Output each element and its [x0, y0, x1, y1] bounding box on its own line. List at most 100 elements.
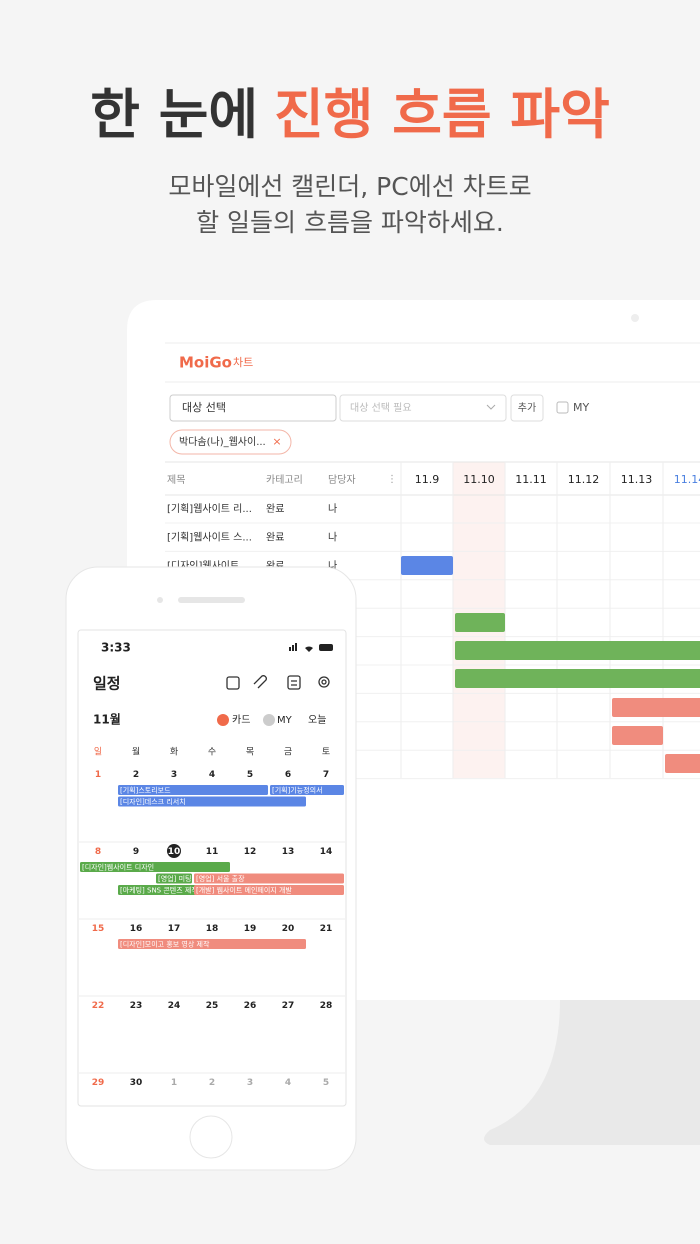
home-button[interactable] [189, 1115, 233, 1159]
weekday: 금 [284, 747, 292, 758]
day-number: 17 [168, 924, 181, 934]
target-input[interactable] [169, 394, 337, 422]
gantt-bar [455, 641, 700, 660]
table-cell: 완료 [266, 531, 284, 543]
event-label: [디자인]웹사이트 디자인 [82, 863, 154, 872]
target-dropdown[interactable] [339, 394, 507, 422]
my-checkbox[interactable] [556, 401, 569, 414]
event-bar [118, 939, 306, 949]
target-input-text: 대상 선택 [182, 401, 226, 414]
dropdown-placeholder: 대상 선택 필요 [350, 402, 412, 414]
day-number: 3 [171, 770, 177, 780]
gantt-bar [455, 613, 505, 632]
day-number: 14 [320, 847, 333, 857]
toggle-on[interactable] [217, 714, 229, 726]
column-menu: ⋮ [387, 474, 397, 485]
day-number: 16 [130, 924, 143, 934]
month: 11월 [93, 712, 121, 727]
gantt-bars [401, 556, 700, 773]
day-number: 15 [92, 924, 105, 934]
weekday: 목 [246, 747, 254, 758]
day-number: 18 [206, 924, 219, 934]
day-number: 13 [282, 847, 295, 857]
weekday: 수 [208, 747, 216, 758]
date-header: 11.13 [621, 473, 653, 486]
day-number: 29 [92, 1078, 105, 1088]
weekday: 토 [322, 748, 330, 758]
date-header: 11.12 [568, 473, 600, 486]
column-header: 제목 [167, 474, 185, 486]
day-number: 2 [209, 1078, 215, 1088]
day-number: 9 [133, 847, 139, 857]
table-cell: 완료 [266, 503, 284, 515]
event-label: [디자인]데스크 리서치 [120, 797, 186, 806]
weekday: 월 [132, 746, 140, 758]
day-number: 10 [168, 847, 181, 857]
chip-label: 박다솜(나)_웹사이... [179, 436, 266, 448]
event-bar [156, 873, 192, 884]
event-bar [194, 873, 344, 884]
logo: MoiGo [179, 354, 232, 372]
section-title: 차트 [233, 356, 253, 369]
toolbar-icons[interactable] [226, 675, 330, 690]
gantt-bar [612, 698, 700, 717]
subtitle: 모바일에선 캘린더, PC에선 차트로 [168, 172, 531, 201]
day-number: 19 [244, 924, 257, 934]
date-header: 11.10 [463, 473, 495, 486]
day-number: 11 [206, 847, 219, 857]
camera [631, 314, 639, 322]
date-header: 11.9 [415, 473, 440, 486]
day-number: 30 [130, 1078, 143, 1088]
today-button[interactable]: 오늘 [308, 714, 326, 726]
day-number: 26 [244, 1001, 257, 1011]
monitor-stand [480, 1000, 700, 1145]
table-cell: 나 [328, 531, 337, 543]
day-number: 12 [244, 847, 257, 857]
my-label: MY [573, 401, 589, 414]
event-label: [마케팅] SNS 콘텐츠 제작 [120, 886, 198, 895]
headline-plain: 한 눈에 [90, 83, 258, 146]
day-number: 1 [95, 770, 101, 780]
toggle-label: MY [277, 715, 293, 726]
day-number: 25 [206, 1001, 219, 1011]
chip[interactable] [169, 429, 292, 455]
subtitle: 할 일들의 흐름을 파악하세요. [196, 208, 504, 237]
day-number: 24 [168, 1001, 181, 1011]
date-header: 11.11 [515, 473, 547, 486]
add-button[interactable] [510, 394, 544, 422]
table-cell: 나 [328, 560, 337, 572]
day-number: 5 [247, 770, 253, 780]
toggle-off[interactable] [263, 714, 275, 726]
headline-highlight: 진행 흐름 파악 [274, 83, 610, 146]
table-cell: [기획]웹사이트 리... [167, 503, 252, 515]
day-number: 20 [282, 924, 295, 934]
event-label: [기획]기능정의서 [272, 786, 323, 795]
status-icons [289, 643, 333, 652]
day-number: 4 [209, 770, 215, 780]
weekday: 화 [170, 747, 178, 758]
event-bar [118, 796, 306, 807]
chevron [486, 404, 496, 410]
column-header: 담당자 [328, 474, 356, 486]
day-number: 1 [171, 1078, 177, 1088]
chip-close[interactable]: × [272, 435, 281, 448]
day-number: 7 [323, 770, 329, 780]
gantt-grid: 제목 카테고리 담당자 ⋮ 11.9 11.10 11.11 11.12 11.13 11.14 [… [165, 461, 700, 780]
table-cell: 나 [328, 503, 337, 515]
event-label: [디자인]모이고 홍보 영상 제작 [120, 940, 210, 949]
event-label: [개발] 웹사이트 메인페이지 개발 [196, 886, 292, 895]
toggle-label: 카드 [232, 714, 250, 726]
day-number: 6 [285, 770, 291, 780]
day-number: 4 [285, 1078, 291, 1088]
day-number: 5 [323, 1078, 329, 1088]
status-time: 3:33 [101, 641, 131, 655]
day-number: 21 [320, 924, 333, 934]
event-label: [영업] 미팅 [158, 874, 191, 883]
event-label: [영업] 서울 출장 [196, 874, 245, 883]
event-bar [118, 785, 268, 795]
day-number: 27 [282, 1001, 295, 1011]
day-number: 3 [247, 1078, 253, 1088]
event-label: [기획]스토리보드 [120, 786, 171, 795]
